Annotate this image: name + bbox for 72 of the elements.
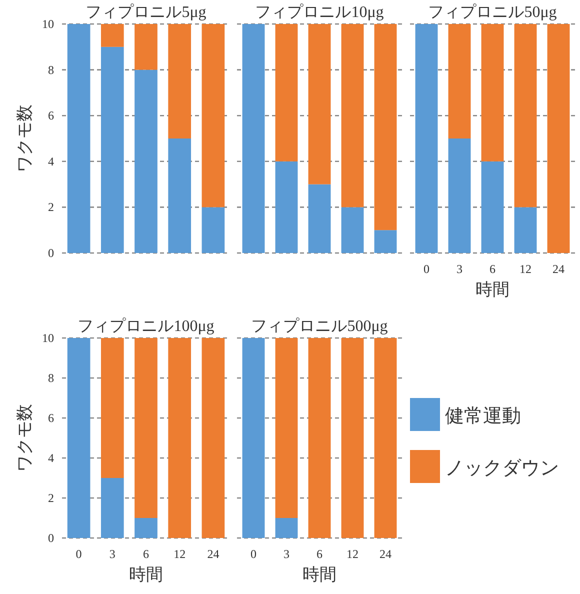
bar: [168, 338, 192, 538]
bar: [100, 338, 124, 478]
x-tick-label: 6: [316, 547, 322, 561]
bar: [202, 24, 225, 208]
bar: [415, 24, 438, 253]
bar: [67, 338, 90, 538]
bar: [242, 24, 265, 253]
x-axis-title: 時間: [302, 565, 336, 584]
chart-title: フィプロニル500μg: [251, 317, 388, 335]
bar: [100, 24, 124, 47]
y-tick-label: 10: [42, 331, 54, 345]
y-tick-label: 8: [48, 371, 54, 385]
chart-title: フィプロニル10μg: [255, 3, 384, 21]
bar: [374, 230, 397, 253]
bar: [100, 46, 124, 253]
chart-title: フィプロニル100μg: [78, 317, 214, 335]
bar: [275, 24, 298, 162]
bar: [341, 207, 364, 253]
x-tick-label: 12: [520, 262, 532, 276]
bar: [100, 478, 124, 538]
chart-title: フィプロニル5μg: [86, 3, 206, 21]
bar: [168, 24, 192, 138]
x-tick-label: 12: [174, 547, 186, 561]
y-tick-label: 2: [48, 200, 54, 214]
y-tick-label: 0: [48, 246, 54, 260]
y-tick-label: 8: [48, 62, 54, 77]
x-tick-label: 3: [284, 547, 290, 561]
bar: [134, 518, 158, 538]
bar: [481, 161, 504, 253]
y-tick-label: 0: [48, 531, 54, 545]
bar: [134, 24, 158, 70]
bar: [481, 24, 504, 162]
bar: [448, 24, 471, 138]
bar: [514, 24, 537, 208]
x-tick-label: 0: [424, 262, 430, 276]
x-tick-label: 24: [552, 262, 564, 276]
chart-title: フィプロニル50μg: [428, 3, 557, 21]
y-axis-title: ワクモ数: [15, 104, 34, 172]
bar: [514, 207, 537, 253]
y-tick-label: 6: [48, 411, 54, 425]
x-tick-label: 24: [207, 547, 220, 561]
bar: [134, 70, 158, 253]
y-tick-label: 10: [42, 17, 54, 31]
bar: [168, 138, 192, 253]
x-tick-label: 3: [456, 262, 462, 276]
bar: [448, 138, 471, 253]
bar: [202, 338, 225, 538]
bar: [341, 24, 364, 208]
y-axis-title: ワクモ数: [15, 404, 34, 472]
y-tick-label: 6: [48, 108, 54, 123]
x-tick-label: 0: [250, 547, 256, 561]
legend-label: 健常運動: [445, 406, 521, 427]
bar: [308, 184, 331, 253]
y-tick-label: 4: [48, 154, 54, 168]
x-tick-label: 12: [346, 547, 358, 561]
x-tick-label: 24: [380, 547, 392, 561]
bar: [308, 24, 331, 184]
x-tick-label: 3: [109, 547, 116, 561]
bar: [67, 24, 90, 253]
legend-label: ノックダウン: [445, 458, 559, 479]
y-tick-label: 4: [48, 451, 54, 465]
x-axis-title: 時間: [129, 565, 163, 584]
y-tick-label: 2: [48, 491, 54, 505]
x-axis-title: 時間: [476, 280, 510, 299]
bar: [202, 207, 225, 253]
bar: [547, 24, 570, 253]
bar: [134, 338, 158, 518]
x-tick-label: 6: [143, 547, 149, 561]
x-tick-label: 6: [490, 262, 496, 276]
bar: [374, 24, 397, 230]
bar: [275, 161, 298, 253]
x-tick-label: 0: [76, 547, 82, 561]
